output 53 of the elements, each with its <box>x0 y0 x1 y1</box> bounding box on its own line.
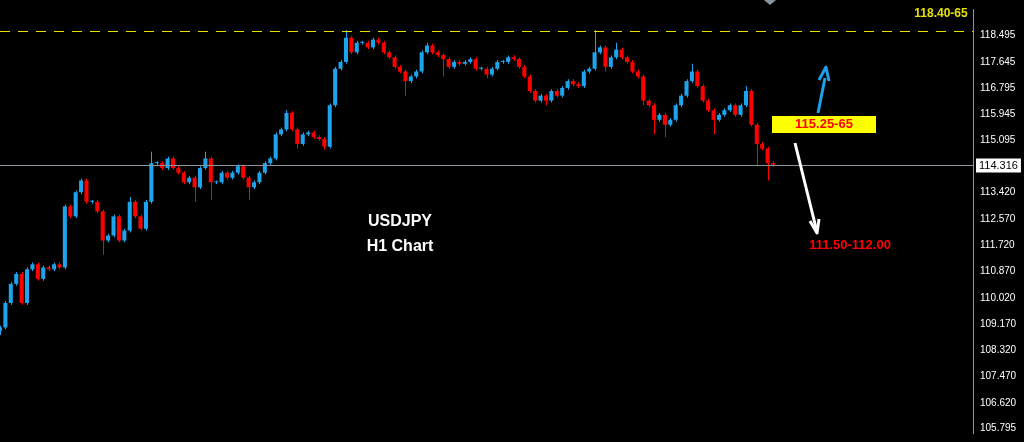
candlestick <box>289 110 294 132</box>
y-tick-label: 105.795 <box>980 422 1017 434</box>
annotation: 115.25-65 <box>795 115 853 131</box>
y-tick-label: 115.945 <box>980 108 1016 120</box>
annotation: 118.40-65 <box>914 6 969 21</box>
candlestick <box>419 49 424 74</box>
candlestick <box>711 107 716 135</box>
y-tick-label: 115.095 <box>980 134 1016 146</box>
candlestick <box>441 52 446 77</box>
annotation: 111.50-112.00 <box>809 236 891 252</box>
candlestick <box>197 165 203 190</box>
candlestick <box>695 69 700 89</box>
candlestick <box>208 156 213 201</box>
candlestick <box>349 35 354 55</box>
candlestick <box>295 127 300 150</box>
annotation: USDJPY <box>367 212 433 230</box>
candlestick <box>581 69 586 89</box>
candlestick <box>246 175 251 201</box>
candlestick <box>754 122 759 167</box>
candlestick <box>592 29 597 72</box>
y-tick-label: 118.495 <box>980 29 1016 41</box>
y-tick-label: 116.795 <box>980 81 1016 93</box>
y-tick-label: 110.020 <box>980 291 1016 303</box>
candlestick <box>84 178 89 205</box>
y-tick-label: 108.320 <box>980 344 1017 356</box>
candlestick <box>203 151 208 171</box>
y-tick-label: 106.620 <box>980 396 1017 408</box>
y-tick-label: 113.420 <box>980 186 1016 198</box>
candlestick <box>765 146 770 181</box>
annotation: H1 Chart <box>366 237 435 255</box>
candlestick <box>192 175 197 203</box>
candlestick <box>284 109 289 132</box>
candlestick <box>8 281 13 306</box>
candlestick <box>111 214 116 238</box>
candlestick <box>743 85 748 108</box>
candlestick <box>133 199 138 219</box>
y-tick-label: 111.720 <box>980 238 1016 250</box>
candlestick <box>603 45 608 73</box>
candlestick <box>689 63 694 84</box>
ref-line-label: 114.316 <box>979 158 1018 171</box>
candlestick <box>403 69 408 97</box>
y-tick-label: 109.170 <box>980 317 1017 329</box>
y-tick-label: 107.470 <box>980 370 1017 382</box>
candlestick <box>673 102 678 123</box>
y-tick-label: 117.645 <box>980 55 1016 67</box>
candlestick <box>652 102 657 135</box>
candlestick <box>527 74 532 94</box>
candlestick <box>35 261 40 282</box>
y-tick-label: 110.870 <box>980 265 1016 277</box>
candlestick <box>662 112 667 138</box>
y-tick-label: 112.570 <box>980 212 1016 224</box>
candlestick <box>684 78 689 99</box>
candlestick <box>700 83 705 103</box>
